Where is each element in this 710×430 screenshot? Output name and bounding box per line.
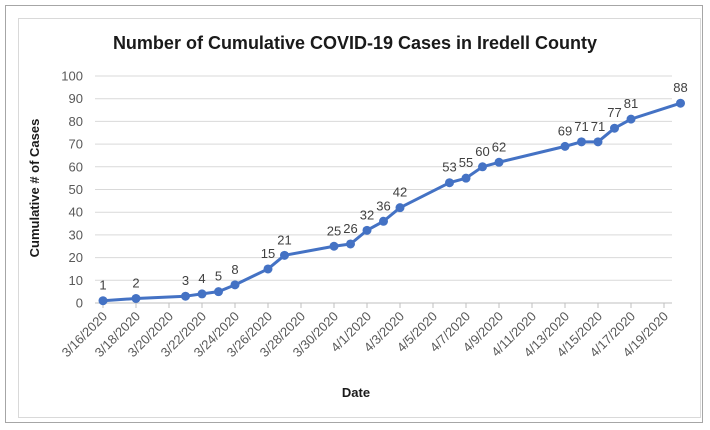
data-point	[131, 293, 141, 303]
data-point	[98, 296, 108, 306]
data-label: 77	[607, 105, 621, 120]
y-tick-label: 100	[61, 69, 83, 84]
data-label: 69	[558, 123, 572, 138]
data-point	[379, 216, 388, 226]
data-point	[329, 241, 339, 251]
data-point	[263, 264, 273, 274]
gridlines	[95, 75, 672, 304]
data-label: 3	[182, 273, 189, 288]
y-tick-label: 20	[69, 250, 83, 265]
data-point	[214, 287, 223, 297]
data-label: 71	[574, 119, 588, 134]
data-label: 81	[624, 96, 638, 111]
series-cases	[98, 98, 685, 306]
y-tick-label: 0	[76, 296, 83, 311]
y-tick-label: 30	[69, 227, 83, 242]
data-label: 53	[442, 160, 456, 175]
data-point	[478, 162, 487, 172]
data-point	[445, 178, 454, 188]
y-tick-label: 50	[69, 182, 83, 197]
data-label: 88	[673, 80, 687, 95]
data-point	[577, 137, 586, 147]
x-axis: 3/16/20203/18/20203/20/20203/22/20203/24…	[59, 303, 671, 360]
data-label: 42	[393, 185, 407, 200]
y-axis-title: Cumulative # of Cases	[27, 119, 42, 258]
y-axis: 0 10 20 30 40 50 60 70 80 90 100	[61, 69, 83, 311]
data-point	[181, 291, 190, 301]
data-point	[560, 141, 570, 151]
data-point	[197, 289, 207, 299]
chart-frame	[5, 5, 703, 423]
y-tick-label: 10	[69, 273, 83, 288]
data-label: 1	[99, 278, 106, 293]
data-label: 32	[360, 207, 374, 222]
data-label: 8	[231, 262, 238, 277]
data-point	[461, 173, 471, 183]
data-label: 15	[261, 246, 275, 261]
data-label: 21	[277, 232, 291, 247]
y-tick-label: 70	[69, 137, 83, 152]
data-label: 71	[591, 119, 605, 134]
y-tick-label: 90	[69, 91, 83, 106]
data-point	[610, 123, 619, 133]
data-label: 62	[492, 139, 506, 154]
data-label: 5	[215, 269, 222, 284]
chart-area	[18, 18, 701, 418]
data-point	[676, 98, 685, 108]
data-point	[494, 157, 504, 167]
data-label: 55	[459, 155, 473, 170]
data-label: 26	[343, 221, 357, 236]
x-axis-title: Date	[342, 385, 370, 400]
data-point	[626, 114, 636, 124]
chart-title: Number of Cumulative COVID-19 Cases in I…	[113, 33, 597, 53]
y-tick-label: 60	[69, 159, 83, 174]
y-tick-label: 80	[69, 114, 83, 129]
data-label: 36	[376, 198, 390, 213]
data-point	[230, 280, 240, 290]
data-point	[362, 225, 372, 235]
data-point	[593, 137, 603, 147]
data-label: 4	[198, 271, 205, 286]
data-point	[346, 239, 355, 249]
data-point	[280, 250, 289, 260]
y-tick-label: 40	[69, 205, 83, 220]
data-label: 25	[327, 223, 341, 238]
data-point	[395, 203, 405, 213]
data-label: 2	[132, 275, 139, 290]
data-label: 60	[475, 144, 489, 159]
